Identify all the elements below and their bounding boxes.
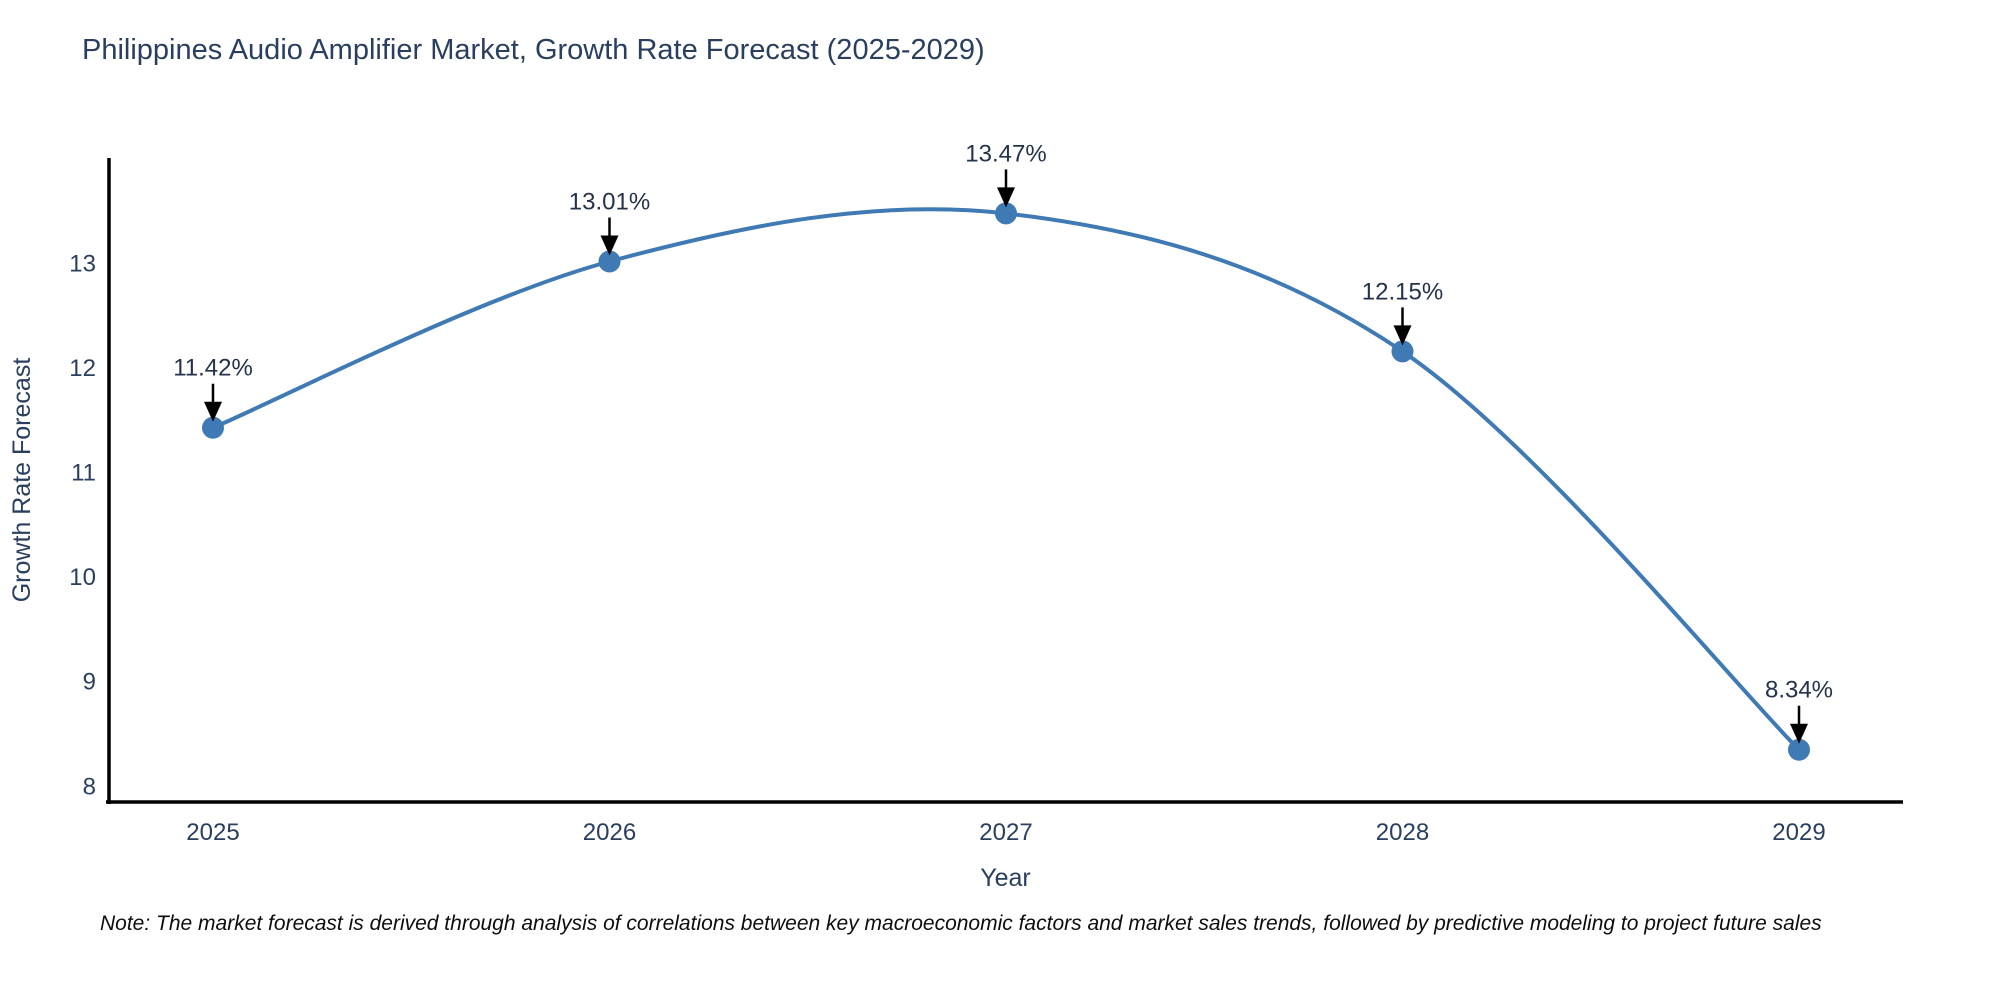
annotation-arrowhead	[204, 401, 222, 422]
y-axis-title: Growth Rate Forecast	[8, 358, 36, 603]
trend-line	[211, 207, 1801, 752]
y-tick-label: 9	[83, 669, 96, 696]
footnote: Note: The market forecast is derived thr…	[100, 912, 1822, 935]
annotation-label: 12.15%	[1362, 278, 1443, 305]
annotation-arrowhead	[1790, 723, 1808, 744]
data-point-marker[interactable]	[1391, 340, 1414, 363]
x-tick-label: 2027	[979, 819, 1032, 846]
data-point-marker[interactable]	[598, 250, 621, 273]
annotation-label: 13.47%	[965, 140, 1046, 167]
annotation-arrowhead	[1393, 325, 1412, 346]
data-point-marker[interactable]	[202, 416, 224, 439]
x-tick-label: 2025	[186, 819, 239, 846]
x-axis-title: Year	[980, 864, 1031, 892]
annotation-label: 13.01%	[569, 189, 650, 216]
y-tick-label: 8	[83, 773, 96, 800]
annotation-arrowhead	[997, 187, 1015, 208]
data-point-marker[interactable]	[995, 202, 1017, 225]
y-tick-label: 12	[69, 355, 96, 382]
y-tick-label: 10	[69, 564, 96, 591]
chart-title: Philippines Audio Amplifier Market, Grow…	[82, 34, 985, 66]
y-tick-label: 13	[69, 251, 96, 278]
x-tick-label: 2026	[583, 819, 636, 846]
y-tick-label: 11	[71, 460, 96, 487]
annotation-label: 11.42%	[173, 355, 253, 382]
annotation-arrowhead	[600, 235, 619, 256]
x-tick-label: 2029	[1772, 819, 1825, 846]
data-point-marker[interactable]	[1788, 738, 1810, 761]
x-tick-label: 2028	[1376, 819, 1429, 846]
annotation-label: 8.34%	[1765, 677, 1833, 704]
